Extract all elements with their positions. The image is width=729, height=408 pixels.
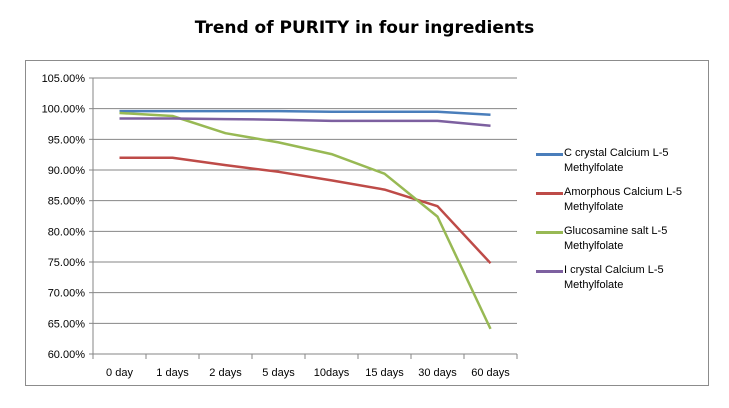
y-tick-label: 60.00%	[48, 349, 86, 361]
legend-swatch	[536, 231, 563, 234]
series-line-2	[119, 156, 492, 265]
x-tick-label: 1 days	[156, 367, 189, 379]
x-tick-label: 2 days	[209, 367, 242, 379]
chart-title: Trend of PURITY in four ingredients	[194, 18, 535, 38]
legend-label: Amorphous Calcium L-5 Methylfolate	[564, 186, 682, 213]
x-tick-label: 0 day	[106, 367, 133, 379]
gridlines	[93, 77, 517, 355]
axes	[89, 77, 518, 359]
legend-item: Amorphous Calcium L-5 Methylfolate	[536, 185, 706, 223]
y-tick-label: 90.00%	[48, 165, 86, 177]
legend-swatch	[536, 153, 563, 156]
y-tick-label: 80.00%	[48, 226, 86, 238]
series-lines	[119, 109, 492, 330]
series-line-1	[119, 109, 491, 117]
legend-item: I crystal Calcium L-5 Methylfolate	[536, 263, 706, 301]
legend-swatch	[536, 270, 563, 273]
series-line-4	[119, 117, 491, 128]
legend: C crystal Calcium L-5 Methylfolate Amorph…	[536, 146, 706, 302]
legend-item: Glucosamine salt L-5 Methylfolate	[536, 224, 706, 262]
series-line-3	[119, 111, 492, 330]
y-tick-labels: 60.00% 65.00% 70.00% 75.00% 80.00% 85.00% 90.0…	[42, 73, 86, 361]
x-tick-label: 60 days	[471, 367, 510, 379]
x-tick-label: 10days	[314, 367, 350, 379]
x-tick-labels: 0 day 1 days 2 days 5 days 10days 15 days 30 d…	[106, 367, 510, 379]
y-tick-label: 95.00%	[48, 134, 86, 146]
y-tick-label: 65.00%	[48, 318, 86, 330]
y-tick-label: 85.00%	[48, 196, 86, 208]
legend-item: C crystal Calcium L-5 Methylfolate	[536, 146, 706, 184]
legend-label: Glucosamine salt L-5 Methylfolate	[564, 225, 668, 252]
y-tick-label: 100.00%	[42, 104, 86, 116]
legend-label: C crystal Calcium L-5 Methylfolate	[564, 147, 669, 174]
y-tick-label: 105.00%	[42, 73, 86, 85]
y-tick-label: 70.00%	[48, 288, 86, 300]
y-tick-label: 75.00%	[48, 257, 86, 269]
x-tick-label: 30 days	[418, 367, 457, 379]
x-tick-label: 5 days	[262, 367, 295, 379]
legend-label: I crystal Calcium L-5 Methylfolate	[564, 264, 664, 291]
legend-swatch	[536, 192, 563, 195]
x-tick-label: 15 days	[365, 367, 404, 379]
